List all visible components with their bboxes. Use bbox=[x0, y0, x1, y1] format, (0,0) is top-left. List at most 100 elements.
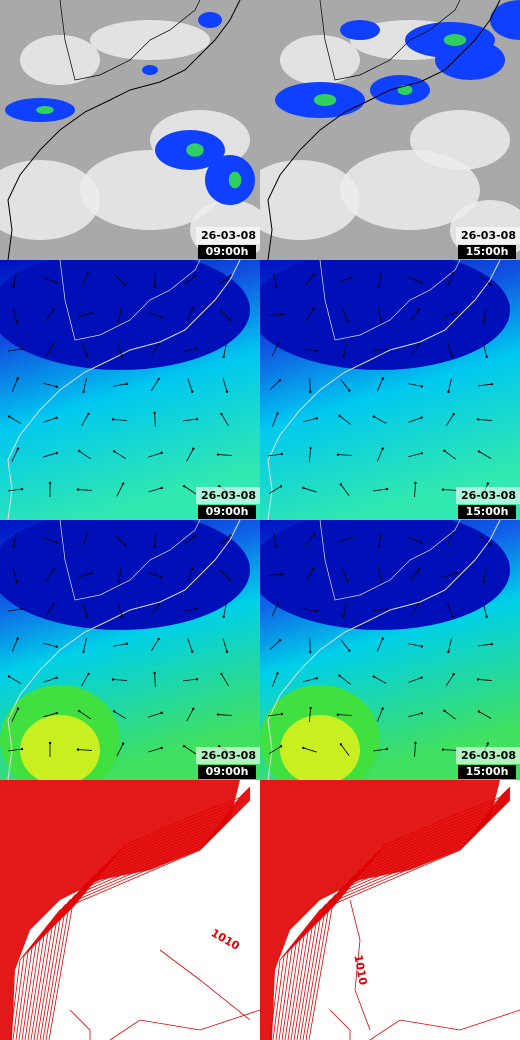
wind-arrow bbox=[154, 412, 156, 428]
wind-arrow-head bbox=[455, 311, 458, 315]
wind-arrow-head bbox=[55, 281, 58, 284]
wind-arrow-head bbox=[121, 482, 125, 485]
wind-arrow bbox=[154, 532, 156, 548]
isobar bbox=[299, 789, 511, 1040]
wind-arrow-head bbox=[90, 311, 93, 315]
wind-arrow bbox=[479, 535, 491, 545]
wind-arrow bbox=[183, 678, 197, 682]
date-box bbox=[456, 747, 520, 764]
wind-arrow bbox=[183, 418, 197, 422]
wind-arrow-head bbox=[157, 342, 161, 346]
wind-arrow-head bbox=[280, 712, 284, 716]
wind-arrow bbox=[113, 383, 127, 387]
wind-arrow bbox=[483, 568, 487, 582]
wind-arrow bbox=[8, 608, 22, 612]
wind-arrow bbox=[343, 603, 347, 617]
precipitation bbox=[142, 65, 158, 75]
wind-arrow bbox=[43, 677, 57, 683]
time-label: 09:00h bbox=[206, 245, 249, 258]
wind-arrow-head bbox=[192, 447, 195, 451]
wind-arrow-head bbox=[52, 568, 56, 571]
time-label: 09:00h bbox=[206, 765, 249, 778]
time-label: 15:00h bbox=[466, 505, 509, 518]
wind-arrow-head bbox=[348, 649, 351, 652]
wind-arrow bbox=[223, 343, 227, 357]
isobar bbox=[48, 786, 251, 1040]
wind-arrow bbox=[306, 308, 314, 322]
wind-arrow-head bbox=[82, 390, 85, 394]
wind-arrow bbox=[376, 448, 384, 462]
wind-arrow-head bbox=[280, 573, 284, 576]
wind-arrow bbox=[378, 568, 382, 582]
wind-arrow-head bbox=[490, 642, 494, 646]
heavy-precipitation bbox=[313, 94, 337, 106]
wind-arrow bbox=[81, 413, 89, 427]
wind-arrow-head bbox=[12, 285, 15, 289]
wind-arrow bbox=[408, 677, 422, 683]
wind-arrow bbox=[43, 277, 57, 283]
wind-arrow bbox=[116, 483, 124, 497]
wind-arrow-head bbox=[153, 671, 156, 675]
wind-arrow bbox=[186, 708, 194, 722]
wind-arrow-head bbox=[482, 580, 485, 584]
wind-arrow-head bbox=[20, 607, 24, 611]
wind-arrow-head bbox=[117, 580, 120, 584]
wind-arrow-head bbox=[275, 285, 278, 289]
time-box bbox=[458, 765, 516, 779]
wind-arrow bbox=[340, 379, 350, 391]
wind-arrow bbox=[183, 607, 197, 613]
wind-arrow bbox=[148, 312, 162, 318]
wind-arrow bbox=[305, 274, 315, 286]
wind-arrow bbox=[45, 309, 55, 321]
wind-arrow bbox=[341, 568, 349, 582]
wind-arrow bbox=[11, 378, 19, 392]
wind-arrow bbox=[410, 569, 420, 581]
wind-arrow bbox=[46, 603, 54, 617]
wind-arrow-head bbox=[216, 453, 220, 456]
wind-arrow bbox=[271, 603, 279, 617]
wind-arrow-head bbox=[76, 748, 80, 751]
wind-arrow-head bbox=[276, 672, 279, 675]
wind-arrow-head bbox=[52, 308, 56, 311]
wind-arrow-head bbox=[451, 355, 454, 358]
wind-arrow-head bbox=[48, 741, 52, 745]
wind-arrow bbox=[337, 714, 353, 716]
wind-arrow-head bbox=[7, 675, 11, 678]
wind-arrow-head bbox=[486, 742, 490, 745]
wind-arrow-head bbox=[476, 678, 480, 681]
wind-arrow-head bbox=[82, 650, 85, 654]
wind-arrow-head bbox=[111, 418, 115, 421]
wind-arrow-head bbox=[342, 355, 345, 359]
wind-arrow-head bbox=[125, 382, 129, 385]
wind-arrow bbox=[378, 308, 382, 322]
wind-arrow bbox=[187, 378, 193, 392]
wind-arrow-head bbox=[216, 713, 220, 716]
wind-arrow-head bbox=[78, 449, 81, 453]
wind-arrow-head bbox=[160, 576, 163, 579]
wind-arrow-head bbox=[220, 412, 223, 416]
wind-arrow bbox=[303, 348, 317, 352]
wind-arrow-head bbox=[112, 450, 116, 453]
wind-arrow-head bbox=[381, 377, 385, 380]
wind-arrow-head bbox=[157, 637, 160, 641]
wind-arrow bbox=[273, 273, 277, 287]
wind-arrow bbox=[79, 450, 91, 460]
wind-arrow-head bbox=[217, 744, 221, 748]
wind-arrow bbox=[303, 677, 317, 683]
wind-arrow-head bbox=[420, 712, 423, 715]
map-panel: 26-03-08 15:00h bbox=[260, 520, 520, 780]
map-panel: 1010 bbox=[0, 780, 260, 1040]
isobar bbox=[30, 792, 251, 1040]
wind-arrow-head bbox=[86, 532, 89, 535]
wind-arrow bbox=[11, 448, 19, 462]
wind-arrow bbox=[303, 608, 317, 612]
wind-arrow bbox=[340, 484, 350, 496]
wind-arrow-head bbox=[153, 285, 156, 289]
wind-arrow bbox=[186, 308, 194, 322]
wind-arrow bbox=[221, 673, 229, 687]
wind-arrow bbox=[376, 708, 384, 722]
wind-arrow bbox=[309, 707, 311, 723]
wind-arrow-head bbox=[78, 709, 81, 713]
wind-arrow-head bbox=[476, 418, 480, 421]
coastline bbox=[267, 520, 501, 780]
